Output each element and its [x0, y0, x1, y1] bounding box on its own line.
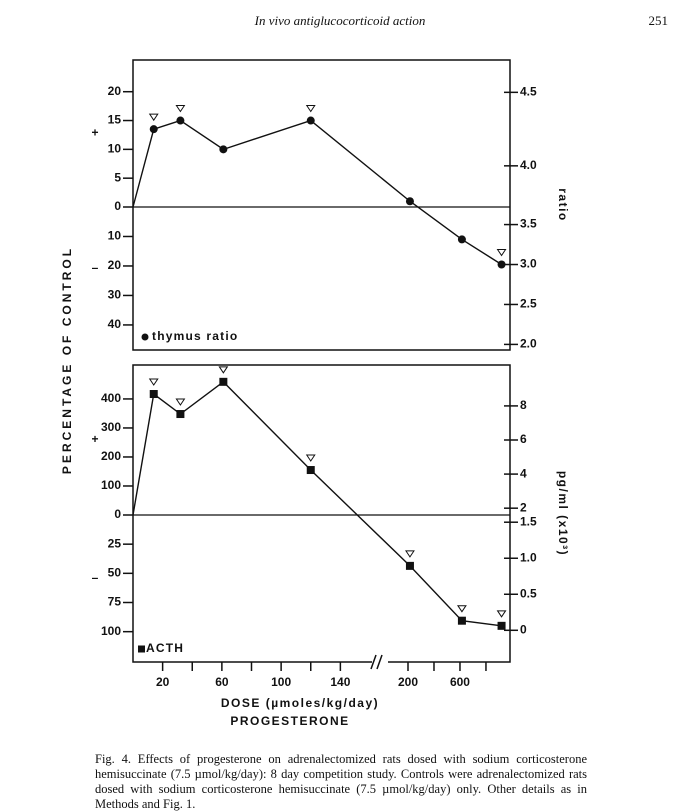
- significance-marker: [305, 454, 316, 462]
- y2-tick-label: 3.0: [520, 257, 537, 271]
- y-tick-label: 20: [108, 258, 122, 272]
- sign-negative: –: [92, 261, 99, 275]
- data-point: [306, 116, 315, 125]
- data-point: [149, 125, 158, 134]
- x-tick-label: 60: [215, 675, 229, 689]
- y-tick-label: 10: [108, 229, 122, 243]
- series-line: [132, 119, 502, 266]
- legend-marker: [141, 333, 149, 341]
- legend-label: thymus ratio: [152, 329, 238, 343]
- y2-tick-label: 0.5: [520, 586, 537, 600]
- significance-marker: [496, 610, 507, 618]
- y-tick-label: 40: [108, 317, 122, 331]
- y-tick-label: 15: [108, 113, 122, 127]
- data-point: [306, 466, 315, 475]
- significance-marker: [218, 366, 229, 374]
- legend-marker: [138, 645, 145, 653]
- data-point: [405, 561, 414, 570]
- sign-positive: +: [91, 432, 98, 446]
- data-point: [457, 235, 466, 244]
- y2-axis-label: pg/ml (x10³): [556, 471, 570, 556]
- plot-frame: [132, 364, 511, 663]
- significance-marker: [496, 248, 507, 257]
- data-point: [219, 145, 228, 154]
- x-tick-label: 100: [271, 675, 291, 689]
- page-number: 251: [649, 13, 669, 28]
- y2-tick-label: 1.0: [520, 550, 537, 564]
- y-tick-label: 300: [101, 420, 121, 434]
- y-tick-label: 0: [114, 507, 121, 521]
- y-tick-label: 100: [101, 624, 121, 638]
- significance-marker: [148, 113, 159, 122]
- y-tick-label: 100: [101, 478, 121, 492]
- data-point: [497, 621, 506, 630]
- plot-frame: [132, 59, 511, 351]
- data-point: [219, 377, 228, 386]
- data-point: [176, 116, 185, 125]
- axis-break-mark: [370, 654, 383, 670]
- y-tick-label: 20: [108, 84, 122, 98]
- significance-marker: [148, 378, 159, 386]
- significance-marker: [305, 105, 316, 113]
- x-axis-sublabel: PROGESTERONE: [230, 714, 349, 728]
- legend-label: ACTH: [146, 641, 184, 655]
- y2-tick-label: 6: [520, 432, 527, 446]
- significance-marker: [456, 605, 467, 613]
- data-point: [457, 616, 466, 625]
- running-header: In vivo antiglucocorticoid action: [254, 13, 426, 28]
- data-point: [149, 390, 158, 399]
- x-tick-label: 600: [450, 675, 470, 689]
- y-tick-label: 400: [101, 391, 121, 405]
- y-tick-label: 0: [114, 199, 121, 213]
- y2-tick-label: 2.0: [520, 337, 537, 351]
- y-tick-label: 25: [108, 536, 122, 550]
- y2-tick-label: 4: [520, 466, 527, 480]
- y2-tick-label: 4.5: [520, 85, 537, 99]
- y2-tick-label: 2.5: [520, 297, 537, 311]
- x-tick-label: 200: [398, 675, 418, 689]
- y2-tick-label: 1.5: [520, 514, 537, 528]
- y-tick-label: 10: [108, 142, 122, 156]
- y2-tick-label: 2: [520, 500, 527, 514]
- y2-tick-label: 0: [520, 622, 527, 636]
- y2-tick-label: 3.5: [520, 217, 537, 231]
- y-tick-label: 200: [101, 449, 121, 463]
- data-point: [497, 260, 506, 269]
- x-axis-label: DOSE (µmoles/kg/day): [221, 696, 379, 710]
- y-tick-label: 75: [108, 595, 122, 609]
- y-tick-label: 30: [108, 288, 122, 302]
- x-tick-label: 140: [330, 675, 350, 689]
- y2-tick-label: 4.0: [520, 158, 537, 172]
- significance-marker: [175, 105, 186, 113]
- sign-negative: –: [92, 571, 99, 585]
- figure-caption: Fig. 4. Effects of progesterone on adren…: [95, 752, 587, 811]
- data-point: [176, 410, 185, 419]
- sign-positive: +: [91, 126, 98, 140]
- x-tick-label: 20: [156, 675, 170, 689]
- series-line: [132, 380, 502, 627]
- y-tick-label: 50: [108, 566, 122, 580]
- y-axis-label: PERCENTAGE OF CONTROL: [60, 246, 74, 474]
- significance-marker: [405, 550, 415, 558]
- y-tick-label: 5: [114, 170, 121, 184]
- data-point: [405, 197, 414, 206]
- y2-axis-label: ratio: [556, 188, 570, 222]
- significance-marker: [175, 398, 186, 406]
- y2-tick-label: 8: [520, 398, 527, 412]
